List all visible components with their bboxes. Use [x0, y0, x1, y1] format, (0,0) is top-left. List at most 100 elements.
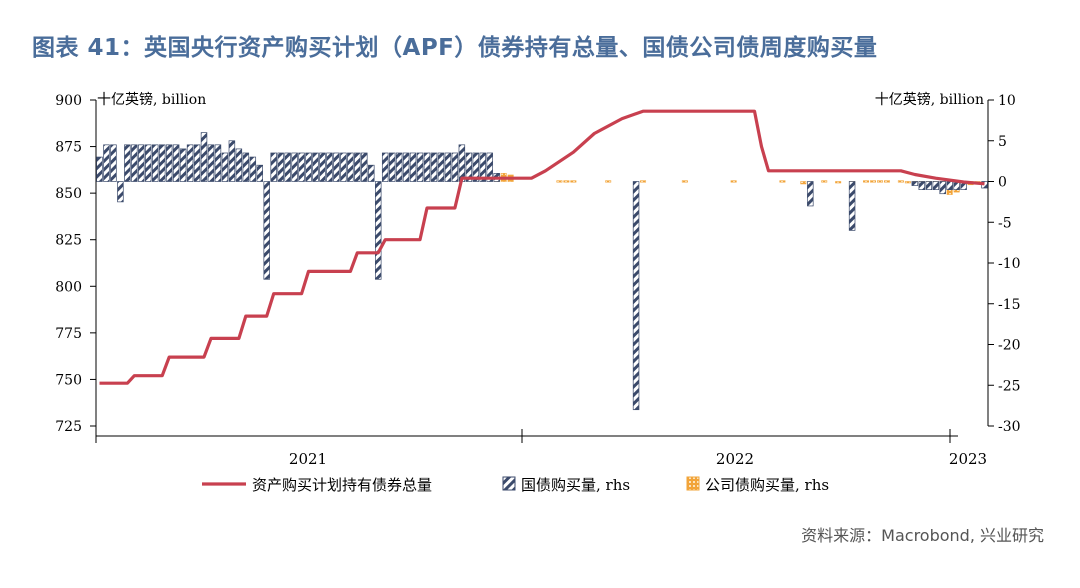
gilt-bar — [249, 156, 257, 182]
legend: 资产购买计划持有债券总量 国债购买量, rhs 公司债购买量, rhs — [202, 476, 829, 494]
gilt-bar — [395, 152, 403, 182]
gilt-bars — [96, 132, 988, 411]
gilt-bar — [381, 152, 389, 182]
gilt-bar — [270, 152, 277, 182]
gilt-bar — [110, 144, 117, 182]
axes-layer — [90, 99, 994, 443]
gilt-bar — [946, 181, 953, 190]
corporate-bond-bar — [863, 180, 870, 183]
left-tick-label: 850 — [55, 186, 82, 202]
gilt-bar — [221, 152, 229, 182]
gilt-bar — [186, 144, 194, 182]
gilt-bar — [96, 156, 103, 182]
gilt-bar — [305, 152, 312, 182]
gilt-bar — [444, 152, 452, 182]
corporate-bond-bar — [605, 180, 612, 183]
gilt-bar — [402, 152, 410, 182]
corporate-bond-bar — [821, 180, 828, 183]
legend-label-corp: 公司债购买量, rhs — [705, 476, 829, 494]
source-note: 资料来源：Macrobond, 兴业研究 — [801, 526, 1044, 545]
gilt-bar — [388, 152, 396, 182]
right-tick-label: 10 — [998, 93, 1016, 109]
legend-label-holdings: 资产购买计划持有债券总量 — [252, 476, 432, 494]
gilt-bar — [284, 152, 291, 182]
gilt-bar — [145, 144, 152, 182]
gilt-bar — [131, 144, 138, 182]
gilt-bar — [430, 152, 438, 182]
gilt-bar — [124, 144, 131, 182]
gilt-bar — [918, 181, 926, 190]
gilt-bar — [312, 152, 319, 182]
gilt-bar — [333, 152, 340, 182]
gilt-bar — [458, 144, 466, 182]
gilt-bar — [103, 144, 110, 182]
gilt-bar — [277, 152, 284, 182]
corporate-bond-bar — [556, 180, 563, 183]
corporate-bond-bar — [681, 180, 688, 183]
gilt-bar — [200, 132, 208, 182]
left-tick-label: 825 — [55, 233, 82, 249]
labels-layer: 725 750 775 800 825 850 875 900 -30 -25 -20 -15 -10 -… — [55, 91, 1020, 468]
right-tick-label: -25 — [998, 378, 1021, 394]
legend-gilt-swatch — [502, 476, 516, 491]
gilt-bar — [807, 181, 814, 207]
right-tick-label: -20 — [998, 338, 1021, 354]
left-tick-label: 800 — [55, 279, 82, 295]
x-tick-label: 2023 — [949, 450, 987, 468]
gilt-bar — [932, 181, 939, 190]
corporate-bond-bar — [835, 181, 842, 184]
gilt-bar — [925, 181, 932, 190]
right-tick-label: -5 — [998, 215, 1012, 231]
gilt-bar — [193, 144, 201, 182]
corporate-bond-bar — [563, 180, 570, 183]
corporate-bond-bars — [493, 173, 981, 195]
right-tick-label: -30 — [998, 419, 1021, 435]
gilt-bar — [939, 181, 946, 195]
gilt-bar — [479, 152, 487, 182]
gilt-bar — [911, 181, 919, 186]
gilt-bar — [179, 148, 187, 182]
corporate-bond-bar — [779, 180, 786, 183]
gilt-bar — [486, 152, 493, 182]
corporate-bond-bar — [870, 180, 876, 183]
gilt-bar — [423, 152, 431, 182]
gilt-bar — [319, 152, 326, 182]
left-tick-label: 725 — [55, 419, 82, 435]
right-axis-unit: 十亿英镑, billion — [875, 91, 984, 108]
gilt-bar — [207, 144, 215, 182]
gilt-bar — [152, 144, 159, 182]
gilt-bar — [165, 144, 173, 182]
gilt-bar — [437, 152, 445, 182]
gilt-bar — [326, 152, 333, 182]
left-tick-label: 775 — [55, 326, 82, 342]
corporate-bond-bar — [640, 180, 647, 183]
corporate-bond-bar — [570, 180, 577, 183]
left-tick-label: 750 — [55, 372, 82, 388]
gilt-bar — [242, 152, 250, 182]
gilt-bar — [138, 144, 145, 182]
gilt-bar — [368, 164, 375, 182]
gilt-bar — [291, 152, 298, 182]
gilt-bar — [416, 152, 424, 182]
legend-label-gilt: 国债购买量, rhs — [521, 476, 630, 494]
gilt-bar — [263, 181, 270, 280]
right-tick-label: -10 — [998, 256, 1021, 272]
corporate-bond-bar — [876, 180, 883, 183]
left-tick-label: 900 — [55, 93, 82, 109]
gilt-bar — [172, 144, 180, 182]
left-tick-label: 875 — [55, 140, 82, 156]
gilt-bar — [409, 152, 417, 182]
right-tick-label: 5 — [998, 134, 1007, 150]
gilt-bar — [256, 164, 264, 182]
corporate-bond-bar — [730, 180, 737, 183]
gilt-bar — [472, 152, 480, 182]
gilt-bar — [235, 148, 243, 182]
gilt-bar — [214, 144, 222, 182]
gilt-bar — [632, 181, 640, 411]
gilt-bar — [158, 144, 166, 182]
left-axis-unit: 十亿英镑, billion — [97, 91, 206, 108]
corporate-bond-bar — [904, 181, 911, 184]
corporate-bond-bar — [800, 181, 807, 185]
x-tick-label: 2022 — [716, 450, 754, 468]
